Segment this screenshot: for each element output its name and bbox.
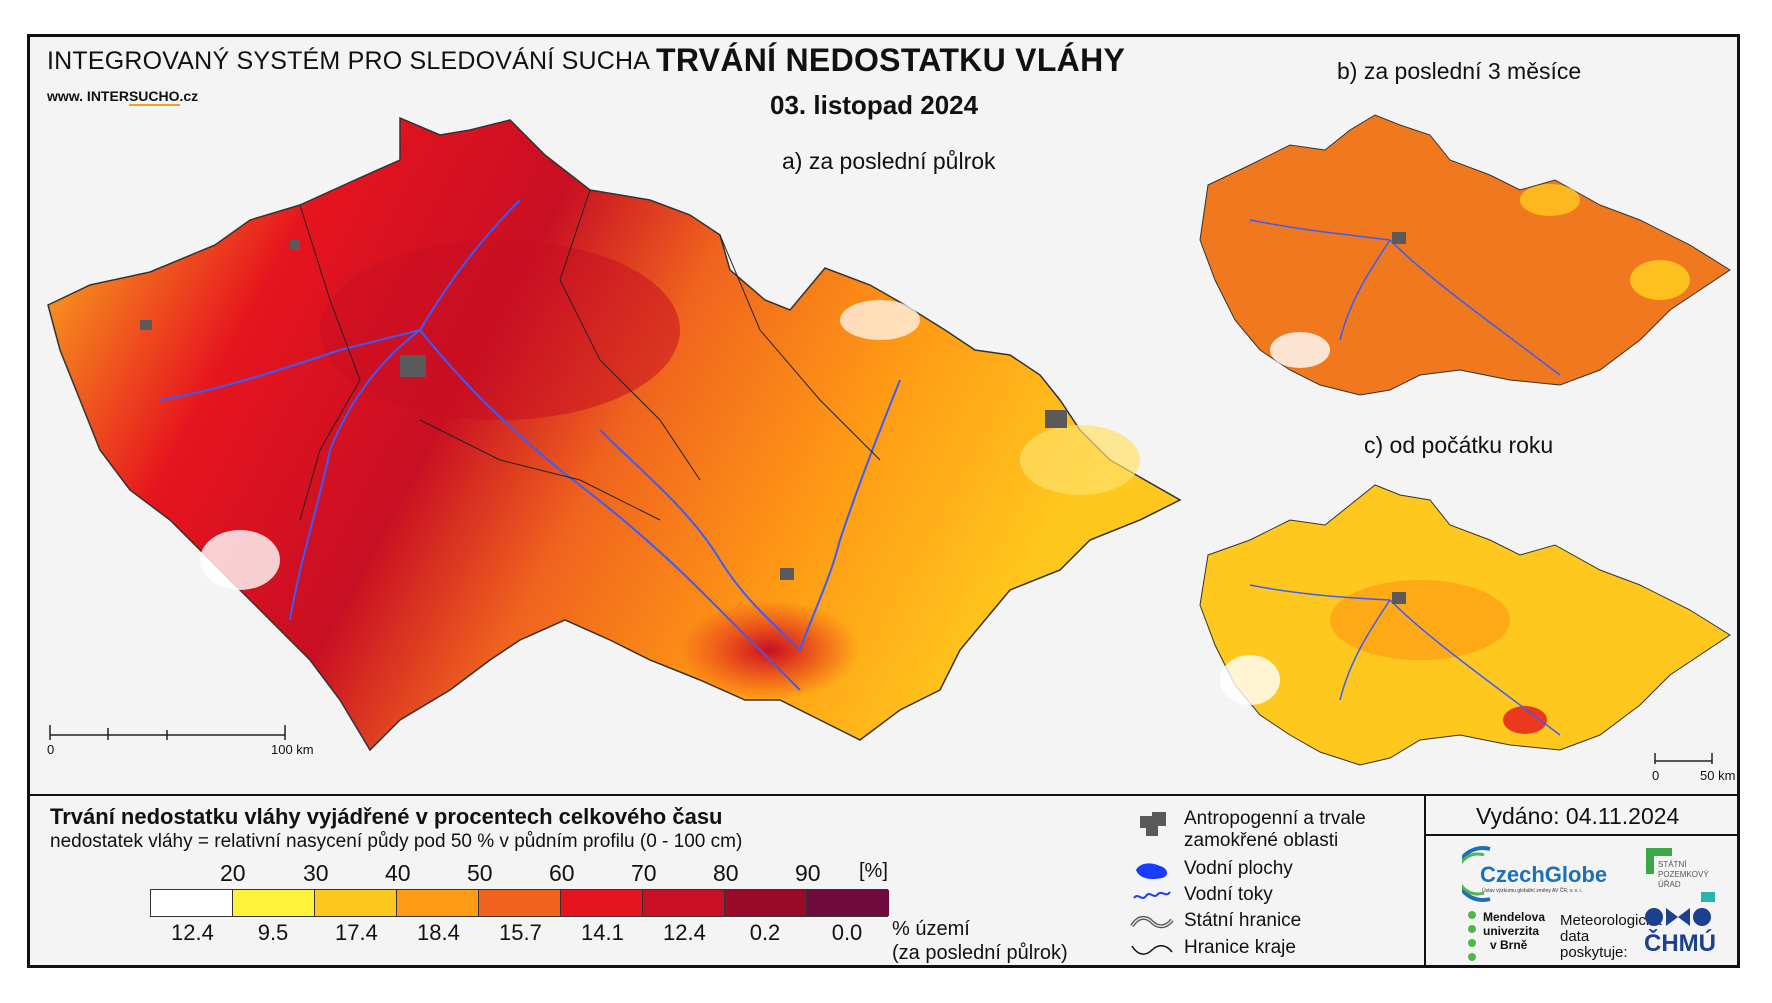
legend-unit: [%]: [859, 860, 888, 882]
spu-line2: POZEMKOVÝ: [1658, 870, 1709, 879]
legend-area-value: 12.4: [663, 920, 706, 945]
legend-area-percent: 12.4 9.5 17.4 18.4 15.7 14.1 12.4 0.2 0.0: [150, 920, 888, 946]
legend-colorbar: [150, 889, 889, 917]
mendel-logo-dots: [1468, 911, 1476, 961]
area-label-1: % území: [892, 918, 970, 940]
symbol-rivers: Vodní toky: [1184, 884, 1273, 905]
symbol-urban-line1: Antropogenní a trvale: [1184, 808, 1366, 829]
met-line1: Meteorologická: [1560, 912, 1662, 929]
mendel-line2: univerzita: [1483, 924, 1540, 938]
czechglobe-logo: [1462, 846, 1491, 902]
spu-line3: ÚŘAD: [1658, 880, 1681, 889]
legend-area-value: 0.0: [831, 920, 863, 945]
small-scale-start: 0: [1652, 768, 1660, 783]
website-suffix: .cz: [179, 88, 199, 104]
issued-divider-horizontal: [1424, 834, 1740, 836]
threshold-label: 40: [385, 860, 411, 886]
threshold-label: 30: [303, 860, 329, 886]
mendel-line3: v Brně: [1490, 938, 1528, 952]
legend-color-cell: [643, 890, 725, 916]
chmu-name: ČHMÚ: [1644, 930, 1716, 957]
main-scale-end: 100 km: [271, 742, 314, 757]
region-border-icon: [1131, 945, 1173, 955]
legend-thresholds: 20 30 40 50 60 70 80 90 [%]: [150, 860, 890, 888]
legend-color-cell: [725, 890, 807, 916]
symbol-region-border: Hranice kraje: [1184, 937, 1296, 958]
czechglobe-name: CzechGlobe: [1480, 862, 1608, 887]
map-title: TRVÁNÍ NEDOSTATKU VLÁHY: [656, 42, 1126, 78]
map-b-label: b) za poslední 3 měsíce: [1337, 58, 1582, 84]
threshold-label: 80: [713, 860, 739, 886]
small-scale-end: 50 km: [1700, 768, 1736, 783]
spu-accent: [1701, 892, 1715, 902]
water-body-icon: [1136, 863, 1168, 880]
legend-color-cell: [315, 890, 397, 916]
issued-divider-vertical: [1424, 794, 1426, 968]
mendel-line1: Mendelova: [1483, 910, 1546, 924]
legend-color-cell: [397, 890, 479, 916]
legend-subtitle: nedostatek vláhy = relativní nasycení pů…: [50, 831, 743, 852]
legend-area-value: 14.1: [581, 920, 624, 945]
system-name: INTEGROVANÝ SYSTÉM PRO SLEDOVÁNÍ SUCHA: [47, 47, 651, 75]
bottom-divider: [27, 794, 1740, 796]
website-brand: SUCHO: [128, 88, 180, 106]
threshold-label: 20: [220, 860, 246, 886]
threshold-label: 50: [467, 860, 493, 886]
spu-line1: STÁTNÍ: [1658, 860, 1687, 869]
legend-area-value: 18.4: [417, 920, 460, 945]
legend-area-value: 0.2: [749, 920, 781, 945]
main-map-label: a) za poslední půlrok: [782, 148, 996, 174]
spu-logo: [1646, 848, 1672, 874]
website-prefix: www. INTER: [47, 88, 129, 104]
threshold-label: 70: [631, 860, 657, 886]
map-date: 03. listopad 2024: [770, 90, 979, 120]
issued-date: Vydáno: 04.11.2024: [1476, 803, 1680, 829]
threshold-label: 60: [549, 860, 575, 886]
legend-area-value: 15.7: [499, 920, 542, 945]
symbol-state-border: Státní hranice: [1184, 910, 1302, 931]
state-border-icon: [1130, 915, 1174, 929]
legend-title: Trvání nedostatku vláhy vyjádřené v proc…: [50, 804, 723, 829]
legend-color-cell: [233, 890, 315, 916]
area-label-2: (za poslední půlrok): [892, 942, 1068, 964]
legend-color-cell: [561, 890, 643, 916]
threshold-label: 90: [795, 860, 821, 886]
symbol-water-bodies: Vodní plochy: [1184, 858, 1293, 879]
legend-area-value: 9.5: [257, 920, 289, 945]
czechglobe-subtitle: Ústav výzkumu globální změny AV ČR, v. v…: [1482, 888, 1583, 894]
map-c-label: c) od počátku roku: [1364, 432, 1554, 458]
legend-color-cell: [479, 890, 561, 916]
legend-color-cell: [807, 890, 889, 916]
legend-color-cell: [151, 890, 233, 916]
met-line3: poskytuje:: [1560, 944, 1628, 961]
chmu-logo-mark: [1645, 908, 1711, 926]
legend-area-value: 12.4: [171, 920, 214, 945]
met-line2: data: [1560, 928, 1590, 945]
legend-area-value: 17.4: [335, 920, 378, 945]
river-icon: [1133, 891, 1171, 899]
urban-symbol-icon: [1140, 812, 1166, 836]
symbol-urban-line2: zamokřené oblasti: [1184, 830, 1339, 851]
main-scale-start: 0: [47, 742, 55, 757]
website[interactable]: www. INTERSUCHO.cz: [47, 88, 199, 106]
